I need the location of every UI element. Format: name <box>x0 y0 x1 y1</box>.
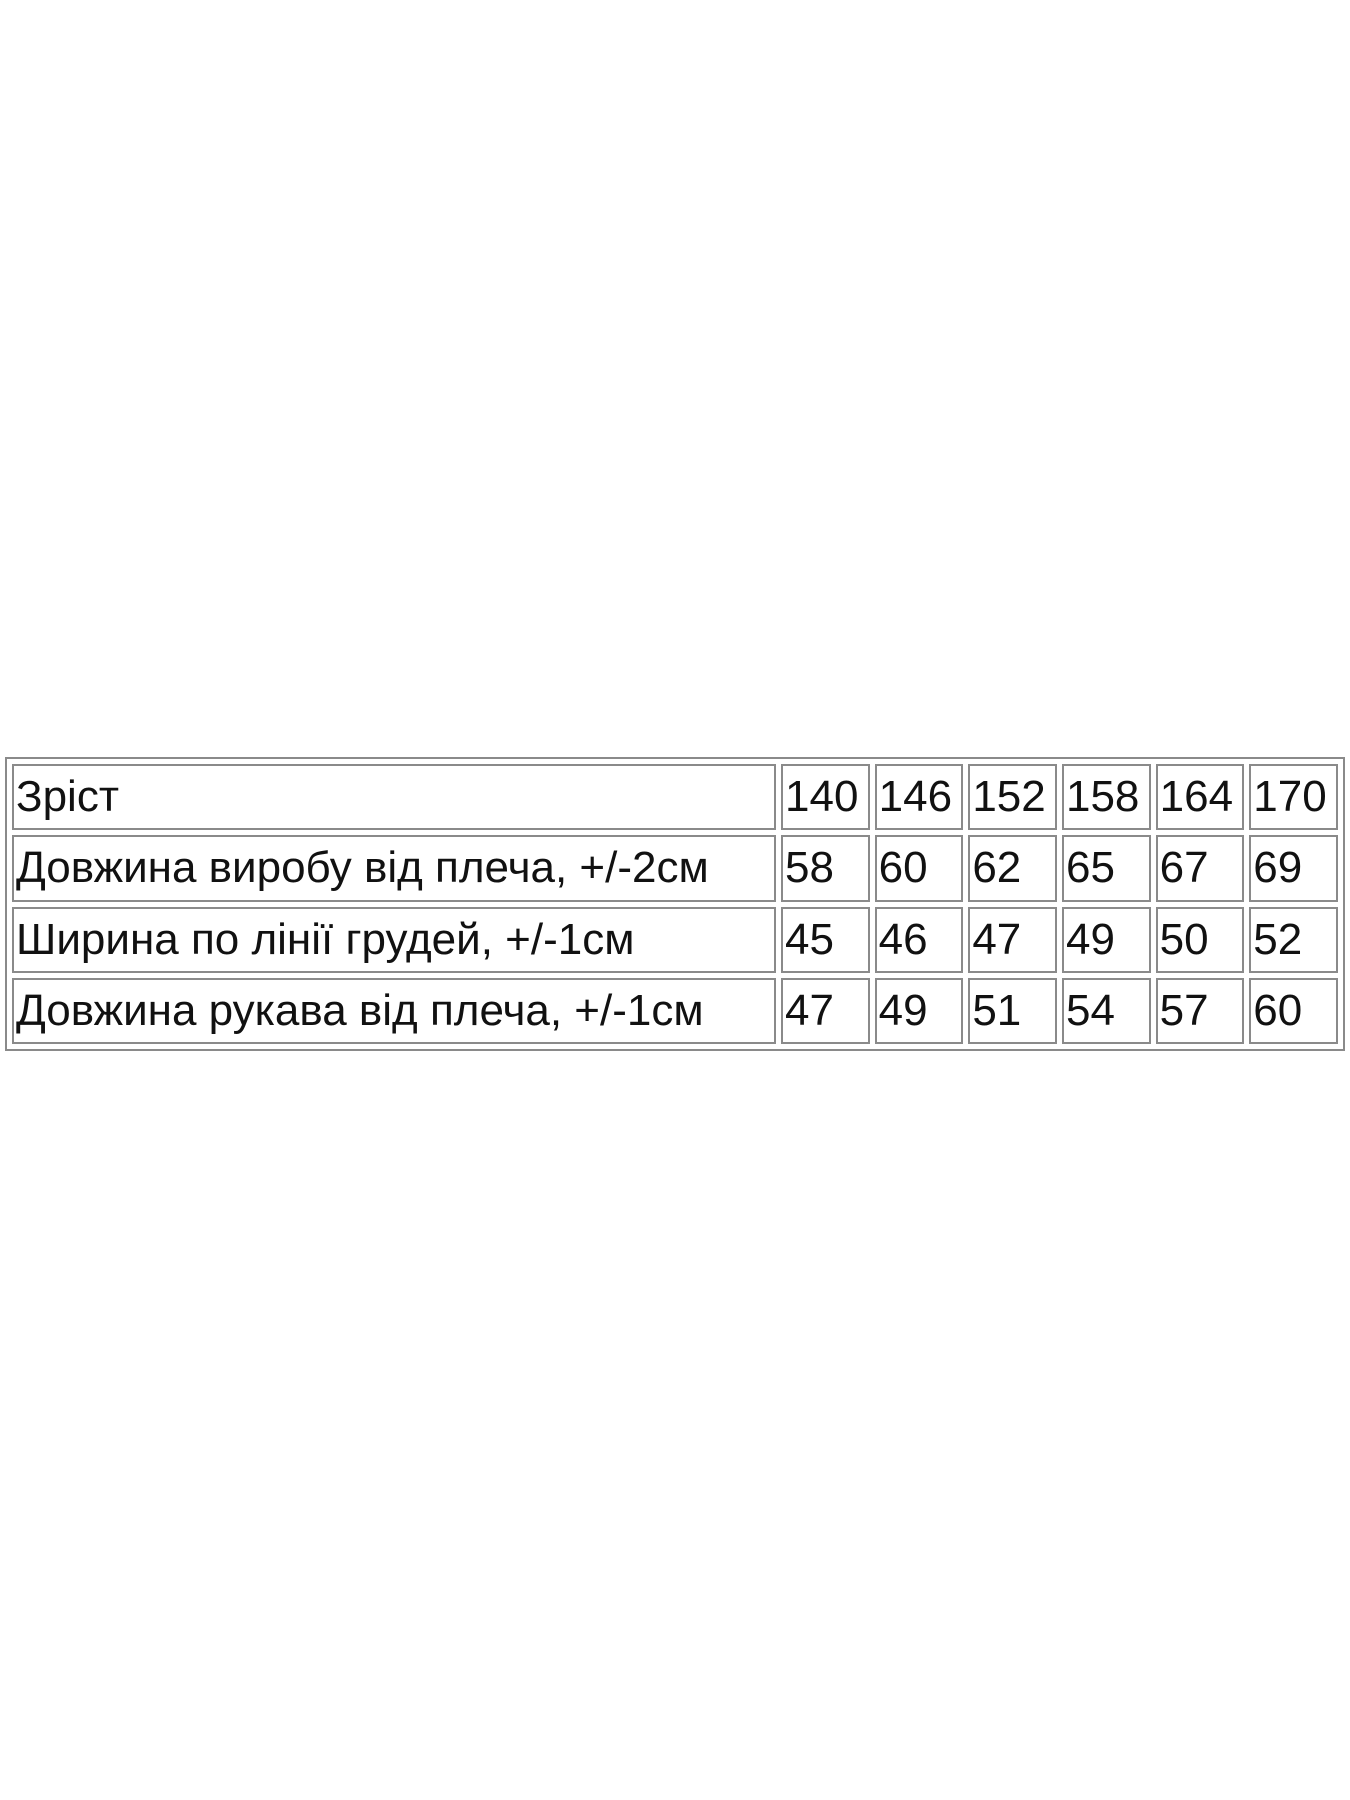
size-cell: 140 <box>781 764 870 831</box>
table-row: Довжина виробу від плеча, +/-2см 58 60 62 65… <box>12 835 1338 902</box>
size-cell: 62 <box>968 835 1057 902</box>
size-cell: 58 <box>781 835 870 902</box>
size-cell: 65 <box>1061 835 1151 902</box>
size-cell: 146 <box>874 764 964 831</box>
size-cell: 50 <box>1155 906 1245 973</box>
size-cell: 152 <box>968 764 1057 831</box>
size-cell: 47 <box>968 906 1057 973</box>
size-cell: 46 <box>874 906 964 973</box>
table-row: Довжина рукава від плеча, +/-1см 47 49 51 54… <box>12 977 1338 1044</box>
size-cell: 60 <box>1249 977 1338 1044</box>
table-row: Ширина по лінії грудей, +/-1см 45 46 47 49 50… <box>12 906 1338 973</box>
size-cell: 69 <box>1249 835 1338 902</box>
size-cell: 170 <box>1249 764 1338 831</box>
size-cell: 158 <box>1061 764 1151 831</box>
row-label: Зріст <box>12 764 776 831</box>
table-row: Зріст 140 146 152 158 164 170 <box>12 764 1338 831</box>
size-cell: 51 <box>968 977 1057 1044</box>
size-cell: 45 <box>781 906 870 973</box>
row-label: Ширина по лінії грудей, +/-1см <box>12 906 776 973</box>
size-cell: 52 <box>1249 906 1338 973</box>
size-cell: 164 <box>1155 764 1245 831</box>
size-cell: 57 <box>1155 977 1245 1044</box>
row-label: Довжина рукава від плеча, +/-1см <box>12 977 776 1044</box>
size-table: Зріст 140 146 152 158 164 170 Довжина виробу ві… <box>5 757 1345 1051</box>
size-cell: 49 <box>874 977 964 1044</box>
size-cell: 54 <box>1061 977 1151 1044</box>
size-cell: 60 <box>874 835 964 902</box>
row-label: Довжина виробу від плеча, +/-2см <box>12 835 776 902</box>
size-cell: 47 <box>781 977 870 1044</box>
size-cell: 49 <box>1061 906 1151 973</box>
size-cell: 67 <box>1155 835 1245 902</box>
